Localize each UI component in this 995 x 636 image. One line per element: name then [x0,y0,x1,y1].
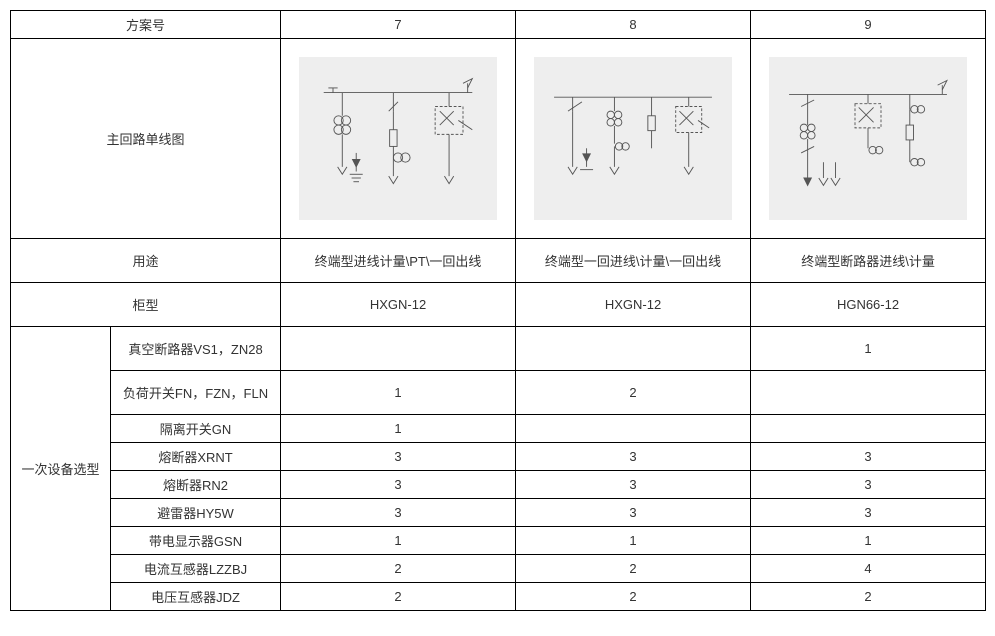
equip-row-2: 隔离开关GN 1 [11,415,986,443]
equip-label-8: 电压互感器JDZ [111,583,281,611]
equip-3-9: 3 [751,443,986,471]
equip-0-8 [516,327,751,371]
equip-1-7: 1 [281,371,516,415]
equip-3-7: 3 [281,443,516,471]
equipment-group-label: 一次设备选型 [11,327,111,611]
diagram-row-label: 主回路单线图 [11,39,281,239]
equip-6-7: 1 [281,527,516,555]
spec-table: 方案号 7 8 9 主回路单线图 [10,10,986,611]
equip-label-2: 隔离开关GN [111,415,281,443]
single-line-diagram-9 [769,57,967,220]
scheme-8: 8 [516,11,751,39]
usage-row: 用途 终端型进线计量\PT\一回出线 终端型一回进线\计量\一回出线 终端型断路… [11,239,986,283]
equip-8-7: 2 [281,583,516,611]
single-line-diagram-8 [534,57,732,220]
equip-8-9: 2 [751,583,986,611]
equip-1-8: 2 [516,371,751,415]
usage-9: 终端型断路器进线\计量 [751,239,986,283]
equip-label-6: 带电显示器GSN [111,527,281,555]
equip-2-9 [751,415,986,443]
header-row: 方案号 7 8 9 [11,11,986,39]
single-line-diagram-7 [299,57,497,220]
scheme-label: 方案号 [11,11,281,39]
equip-7-8: 2 [516,555,751,583]
equip-7-9: 4 [751,555,986,583]
usage-8: 终端型一回进线\计量\一回出线 [516,239,751,283]
equip-5-7: 3 [281,499,516,527]
equip-label-4: 熔断器RN2 [111,471,281,499]
cabinet-9: HGN66-12 [751,283,986,327]
equip-7-7: 2 [281,555,516,583]
equip-row-8: 电压互感器JDZ 2 2 2 [11,583,986,611]
equip-0-7 [281,327,516,371]
equip-row-4: 熔断器RN2 3 3 3 [11,471,986,499]
cabinet-label: 柜型 [11,283,281,327]
cabinet-8: HXGN-12 [516,283,751,327]
equip-6-8: 1 [516,527,751,555]
equip-5-8: 3 [516,499,751,527]
equip-row-7: 电流互感器LZZBJ 2 2 4 [11,555,986,583]
equip-2-8 [516,415,751,443]
equip-row-3: 熔断器XRNT 3 3 3 [11,443,986,471]
equip-label-1: 负荷开关FN，FZN，FLN [111,371,281,415]
diagram-cell-7 [281,39,516,239]
equip-4-9: 3 [751,471,986,499]
equip-6-9: 1 [751,527,986,555]
cabinet-7: HXGN-12 [281,283,516,327]
equip-label-5: 避雷器HY5W [111,499,281,527]
equip-4-8: 3 [516,471,751,499]
diagram-cell-9 [751,39,986,239]
equip-label-3: 熔断器XRNT [111,443,281,471]
equip-label-0: 真空断路器VS1，ZN28 [111,327,281,371]
equip-3-8: 3 [516,443,751,471]
cabinet-row: 柜型 HXGN-12 HXGN-12 HGN66-12 [11,283,986,327]
equip-row-6: 带电显示器GSN 1 1 1 [11,527,986,555]
equip-2-7: 1 [281,415,516,443]
scheme-9: 9 [751,11,986,39]
equip-8-8: 2 [516,583,751,611]
equip-row-0: 一次设备选型 真空断路器VS1，ZN28 1 [11,327,986,371]
diagram-row: 主回路单线图 [11,39,986,239]
equip-row-1: 负荷开关FN，FZN，FLN 1 2 [11,371,986,415]
equip-row-5: 避雷器HY5W 3 3 3 [11,499,986,527]
equip-1-9 [751,371,986,415]
diagram-cell-8 [516,39,751,239]
equip-0-9: 1 [751,327,986,371]
usage-7: 终端型进线计量\PT\一回出线 [281,239,516,283]
equip-4-7: 3 [281,471,516,499]
equip-5-9: 3 [751,499,986,527]
equip-label-7: 电流互感器LZZBJ [111,555,281,583]
usage-label: 用途 [11,239,281,283]
scheme-7: 7 [281,11,516,39]
